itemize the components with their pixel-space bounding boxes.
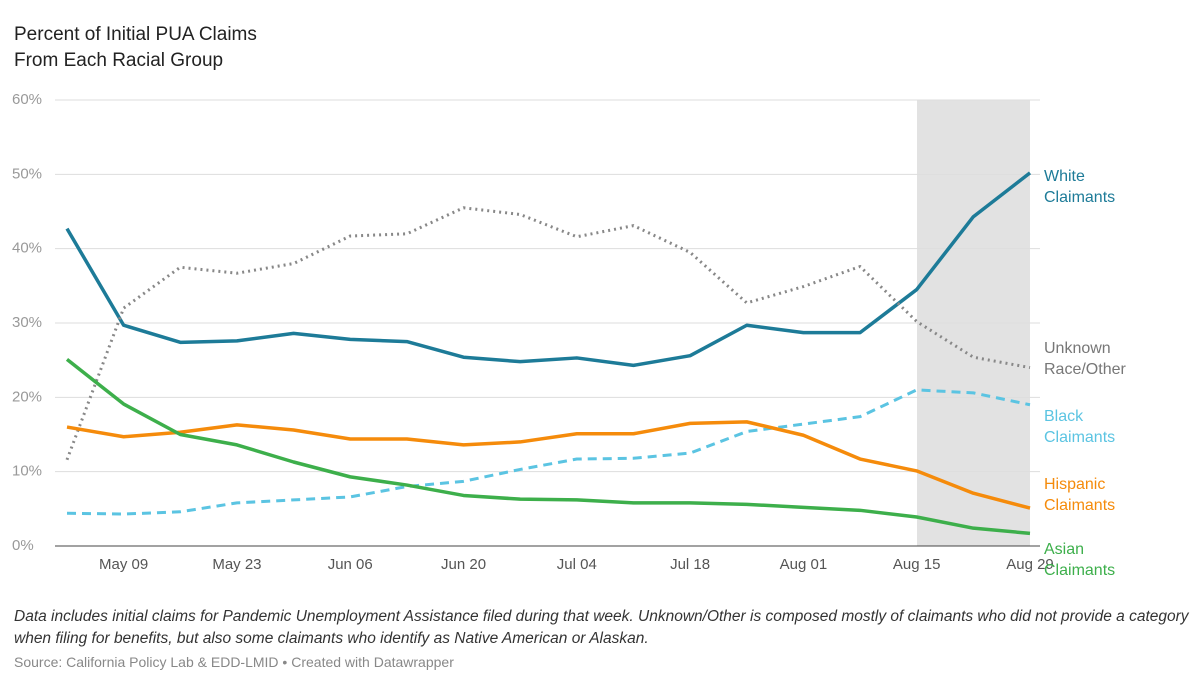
x-tick-label: May 09 (99, 556, 148, 573)
chart-title: Percent of Initial PUA Claims From Each … (14, 24, 257, 71)
series-line (65, 206, 1031, 461)
series-label: White Claimants (1044, 168, 1116, 206)
y-tick-label: 10% (12, 463, 42, 480)
series-line (65, 358, 1031, 536)
chart: 0% 10% 20% 30% 40% 50% 60% May 09 May 23 Jun 06 Ju… (12, 91, 1054, 573)
x-tick-label: Jul 04 (557, 556, 597, 573)
source: Source: California Policy Lab & EDD-LMID… (14, 654, 454, 670)
series-label: Asian Claimants (1044, 541, 1116, 579)
y-tick-label: 0% (12, 537, 34, 554)
x-tick-label: Jun 20 (441, 556, 486, 573)
x-tick-label: May 23 (212, 556, 261, 573)
notes: Data includes initial claims for Pandemi… (14, 608, 1189, 647)
y-tick-label: 20% (12, 388, 42, 405)
x-tick-label: Aug 15 (893, 556, 941, 573)
series-line (66, 388, 1031, 516)
series-line (65, 171, 1032, 368)
y-tick-label: 30% (12, 314, 42, 331)
x-tick-label: Jul 18 (670, 556, 710, 573)
x-tick-label: Jun 06 (328, 556, 373, 573)
y-tick-label: 40% (12, 240, 42, 257)
x-tick-label: Aug 29 (1006, 556, 1054, 573)
y-tick-label: 60% (12, 91, 42, 108)
x-tick-label: Aug 01 (780, 556, 828, 573)
series-line (66, 420, 1031, 510)
series-label: Hispanic Claimants (1044, 476, 1116, 514)
series-label: Unknown Race/Other (1044, 340, 1126, 378)
y-tick-label: 50% (12, 165, 42, 182)
series-label: Black Claimants (1044, 408, 1116, 446)
